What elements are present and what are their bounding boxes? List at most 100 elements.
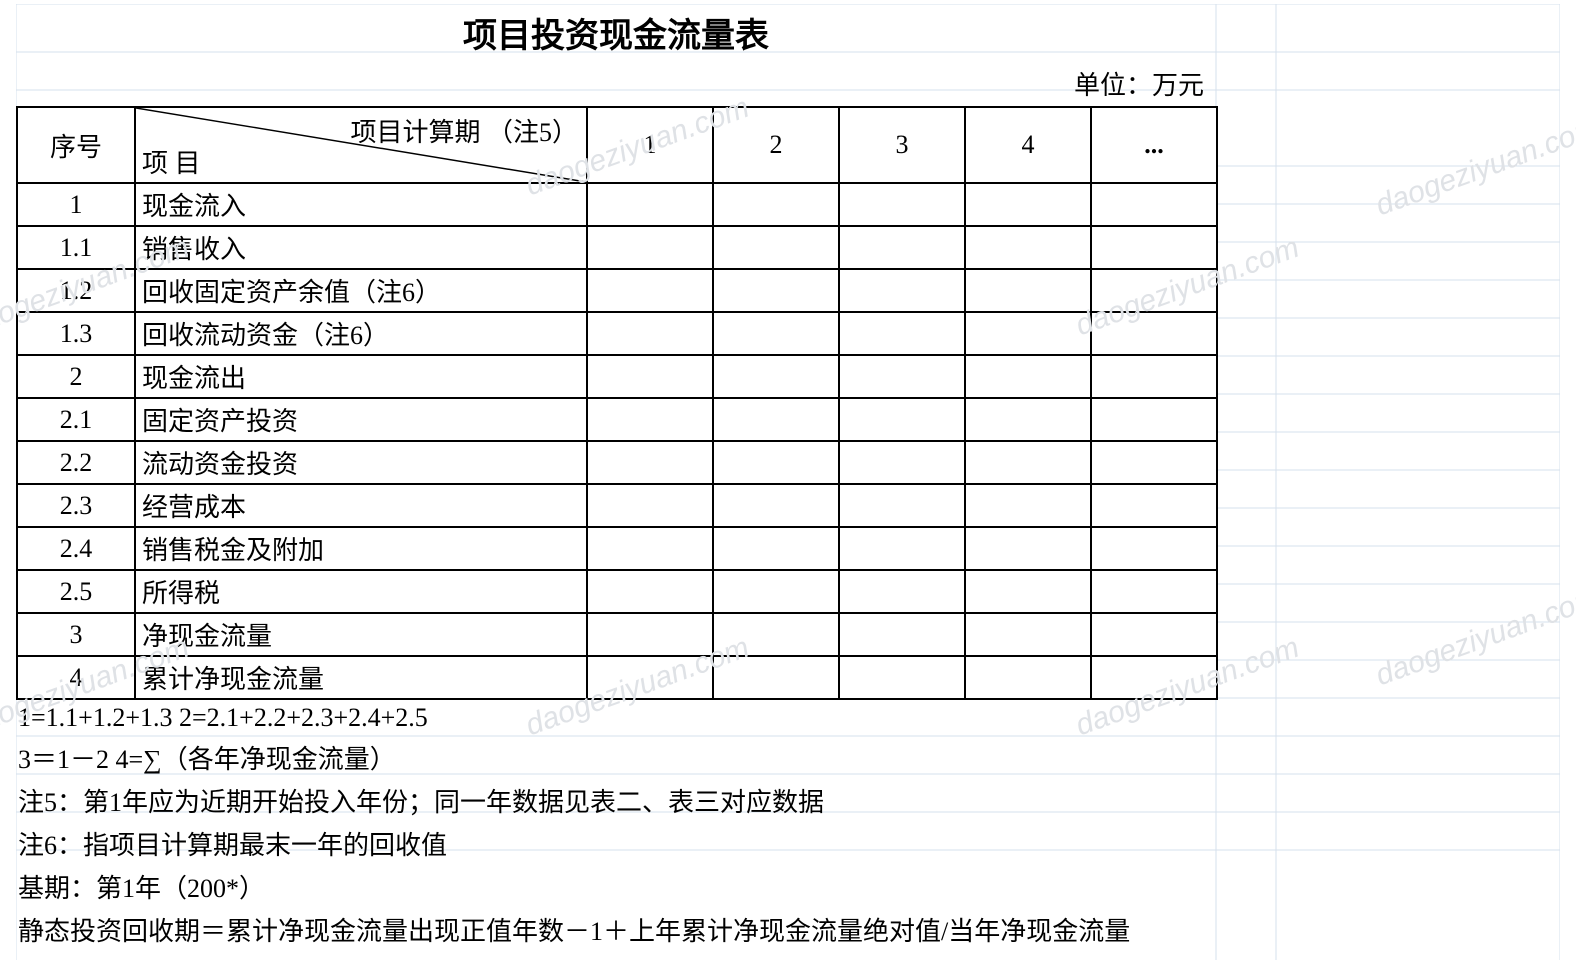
cell-value[interactable] xyxy=(713,398,839,441)
cell-value[interactable] xyxy=(965,527,1091,570)
header-year-4: 4 xyxy=(965,107,1091,183)
table-row: 2.4销售税金及附加 xyxy=(17,527,1217,570)
cell-value[interactable] xyxy=(965,355,1091,398)
cell-value[interactable] xyxy=(965,226,1091,269)
cell-value[interactable] xyxy=(1091,398,1217,441)
cell-item: 累计净现金流量 xyxy=(135,656,587,699)
cell-seq: 2.1 xyxy=(17,398,135,441)
cell-value[interactable] xyxy=(839,226,965,269)
cell-value[interactable] xyxy=(1091,613,1217,656)
cell-value[interactable] xyxy=(839,312,965,355)
cashflow-table: 序号 项目计算期 （注5） 项 目 1 2 3 4 ... 1现金流入1.1销售… xyxy=(16,106,1218,700)
cell-seq: 1.1 xyxy=(17,226,135,269)
cell-value[interactable] xyxy=(965,398,1091,441)
table-row: 3净现金流量 xyxy=(17,613,1217,656)
cell-value[interactable] xyxy=(587,527,713,570)
cell-value[interactable] xyxy=(839,398,965,441)
cell-value[interactable] xyxy=(713,570,839,613)
cell-value[interactable] xyxy=(713,355,839,398)
cell-seq: 3 xyxy=(17,613,135,656)
table-row: 1.1销售收入 xyxy=(17,226,1217,269)
cell-value[interactable] xyxy=(965,269,1091,312)
cell-value[interactable] xyxy=(587,484,713,527)
cell-item: 经营成本 xyxy=(135,484,587,527)
cell-value[interactable] xyxy=(713,656,839,699)
cell-value[interactable] xyxy=(587,226,713,269)
cell-value[interactable] xyxy=(839,656,965,699)
cell-seq: 2.5 xyxy=(17,570,135,613)
cell-value[interactable] xyxy=(587,656,713,699)
header-year-2: 2 xyxy=(713,107,839,183)
cell-value[interactable] xyxy=(713,312,839,355)
cell-seq: 1 xyxy=(17,183,135,226)
cell-value[interactable] xyxy=(1091,269,1217,312)
cell-item: 流动资金投资 xyxy=(135,441,587,484)
cell-value[interactable] xyxy=(713,613,839,656)
cell-value[interactable] xyxy=(839,183,965,226)
cell-value[interactable] xyxy=(713,269,839,312)
cell-value[interactable] xyxy=(713,484,839,527)
cell-value[interactable] xyxy=(965,183,1091,226)
table-row: 2.3经营成本 xyxy=(17,484,1217,527)
unit-label: 单位：万元 xyxy=(16,65,1216,106)
notes-block: 1=1.1+1.2+1.3 2=2.1+2.2+2.3+2.4+2.5 3＝1－… xyxy=(16,700,1216,951)
cell-value[interactable] xyxy=(1091,355,1217,398)
cell-value[interactable] xyxy=(1091,183,1217,226)
cell-item: 回收流动资金（注6） xyxy=(135,312,587,355)
note-formula-2: 3＝1－2 4=∑（各年净现金流量） xyxy=(16,736,1216,779)
cell-value[interactable] xyxy=(587,613,713,656)
cell-item: 现金流出 xyxy=(135,355,587,398)
cell-item: 销售收入 xyxy=(135,226,587,269)
cell-value[interactable] xyxy=(1091,484,1217,527)
header-year-more: ... xyxy=(1091,107,1217,183)
cell-value[interactable] xyxy=(713,527,839,570)
cell-value[interactable] xyxy=(1091,226,1217,269)
cell-value[interactable] xyxy=(1091,441,1217,484)
cell-value[interactable] xyxy=(587,269,713,312)
cell-value[interactable] xyxy=(839,441,965,484)
cell-value[interactable] xyxy=(587,441,713,484)
cell-seq: 1.3 xyxy=(17,312,135,355)
cell-value[interactable] xyxy=(587,355,713,398)
cell-value[interactable] xyxy=(839,355,965,398)
cell-value[interactable] xyxy=(1091,527,1217,570)
header-period-label: 项目计算期 （注5） xyxy=(350,112,578,149)
cell-value[interactable] xyxy=(713,441,839,484)
cell-value[interactable] xyxy=(587,570,713,613)
cell-value[interactable] xyxy=(1091,312,1217,355)
cell-value[interactable] xyxy=(839,570,965,613)
cell-value[interactable] xyxy=(1091,570,1217,613)
table-row: 2.5所得税 xyxy=(17,570,1217,613)
cell-value[interactable] xyxy=(839,613,965,656)
header-year-3: 3 xyxy=(839,107,965,183)
table-row: 2.1固定资产投资 xyxy=(17,398,1217,441)
cell-value[interactable] xyxy=(713,226,839,269)
cell-value[interactable] xyxy=(965,570,1091,613)
cell-value[interactable] xyxy=(587,312,713,355)
cell-seq: 2.2 xyxy=(17,441,135,484)
cell-value[interactable] xyxy=(965,312,1091,355)
cell-seq: 2.4 xyxy=(17,527,135,570)
cell-value[interactable] xyxy=(1091,656,1217,699)
cell-item: 现金流入 xyxy=(135,183,587,226)
cell-value[interactable] xyxy=(965,441,1091,484)
note-base-period: 基期：第1年（200*） xyxy=(16,865,1216,908)
cell-value[interactable] xyxy=(839,269,965,312)
cell-value[interactable] xyxy=(713,183,839,226)
table-row: 1.2回收固定资产余值（注6） xyxy=(17,269,1217,312)
cell-seq: 2 xyxy=(17,355,135,398)
cell-item: 销售税金及附加 xyxy=(135,527,587,570)
cell-value[interactable] xyxy=(587,398,713,441)
cell-value[interactable] xyxy=(965,484,1091,527)
cell-value[interactable] xyxy=(839,484,965,527)
cell-value[interactable] xyxy=(965,613,1091,656)
note-6: 注6：指项目计算期最末一年的回收值 xyxy=(16,822,1216,865)
table-row: 2现金流出 xyxy=(17,355,1217,398)
cell-value[interactable] xyxy=(965,656,1091,699)
cell-value[interactable] xyxy=(839,527,965,570)
note-payback-formula: 静态投资回收期＝累计净现金流量出现正值年数－1＋上年累计净现金流量绝对值/当年净… xyxy=(16,908,1216,951)
cell-seq: 2.3 xyxy=(17,484,135,527)
table-body: 1现金流入1.1销售收入1.2回收固定资产余值（注6）1.3回收流动资金（注6）… xyxy=(17,183,1217,699)
cell-value[interactable] xyxy=(587,183,713,226)
cell-item: 净现金流量 xyxy=(135,613,587,656)
